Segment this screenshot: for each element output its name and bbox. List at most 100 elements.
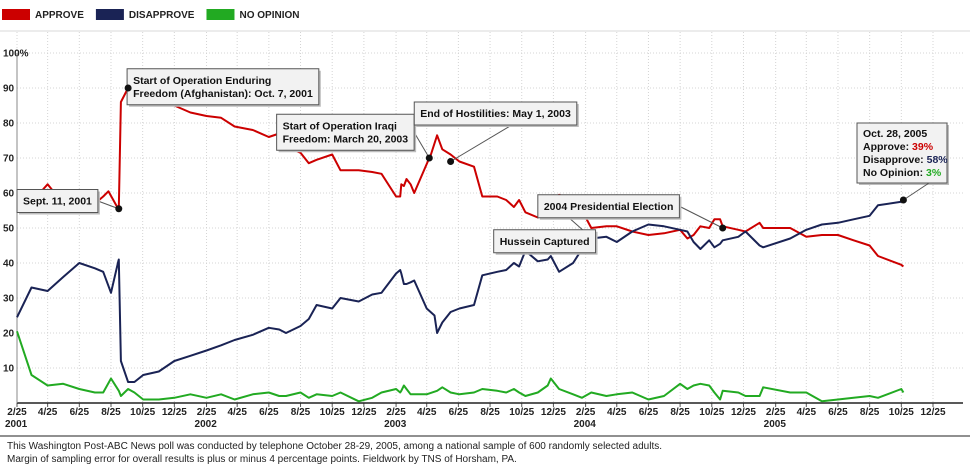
final-callout-label: No Opinion: [863,167,926,179]
annotation: 2004 Presidential Election [537,194,682,220]
final-callout-box [856,122,948,184]
annotation-box [537,194,680,219]
legend-swatch [206,9,235,20]
annotation-text: Freedom (Afghanistan): Oct. 7, 2001 [133,88,313,100]
y-tick-label: 30 [3,294,15,305]
legend-label: NO OPINION [239,10,299,21]
year-label: 2003 [384,419,407,430]
year-label: 2001 [5,419,28,430]
year-label: 2004 [574,419,597,430]
annotation-leader [450,124,513,162]
x-tick-label: 2/25 [386,407,406,418]
y-tick-label: 100% [3,49,29,60]
annotation-text: Freedom: March 20, 2003 [283,133,409,145]
footnote: This Washington Post-ABC News poll was c… [7,440,662,466]
annotation-leader [97,200,119,210]
final-callout-label: Disapprove: [863,154,927,166]
x-tick-label: 6/25 [828,407,848,418]
x-tick-label: 2/25 [197,407,217,418]
axes: 10 20 30 40 50 60 70 80 90 100% 2/25 4/25 6/25 8/25 10… [0,49,970,437]
annotation-box [276,113,415,151]
annotation-point [425,154,433,162]
annotation-text: Start of Operation Iraqi [283,120,397,132]
annotation-point [447,158,455,165]
x-tick-label: 6/25 [70,407,90,418]
x-tick-label: 4/25 [38,407,58,418]
annotation-box [413,101,578,126]
x-tick-label: 12/25 [351,407,376,418]
final-callout-row: Approve: 39% [863,141,934,153]
series-lines [16,80,905,403]
x-tick-label: 6/25 [449,407,469,418]
final-callout-row: Disapprove: 58% [863,154,948,166]
footnote-line-1: This Washington Post-ABC News poll was c… [7,441,663,452]
x-tick-label: 10/25 [320,407,345,418]
x-tick-label: 4/25 [417,407,437,418]
final-callout-label: Approve: [863,141,912,153]
x-tick-label: 10/25 [889,407,914,418]
x-tick-label: 8/25 [860,407,880,418]
x-tick-label: 4/25 [227,407,247,418]
x-tick-label: 8/25 [670,407,690,418]
x-tick-label: 12/25 [541,407,566,418]
legend-swatch [2,9,30,20]
annotation-text: 2004 Presidential Election [544,201,674,213]
final-callout-leader [903,182,930,201]
x-tick-label: 12/25 [920,407,945,418]
x-tick-label: 12/25 [731,407,756,418]
y-tick-label: 90 [3,84,15,95]
year-label: 2005 [764,419,787,430]
y-tick-label: 60 [3,189,15,200]
annotation-text: Sept. 11, 2001 [23,196,92,208]
legend-label: DISAPPROVE [129,10,195,21]
final-callout-value: 3% [926,167,942,179]
annotation-box [126,68,320,106]
annotation-point [719,224,727,232]
annotation-text: End of Hostilities: May 1, 2003 [420,108,571,120]
annotation-box [16,189,99,213]
y-tick-label: 20 [3,329,15,340]
final-callout-value: 58% [927,154,949,166]
x-tick-label: 8/25 [101,407,121,418]
footnote-line-2: Margin of sampling error for overall res… [7,454,517,465]
annotation: Hussein Captured [493,229,598,255]
legend: APPROVE DISAPPROVE NO OPINION [2,9,300,21]
final-callout-title: Oct. 28, 2005 [863,128,927,140]
series-line-no-opinion [16,330,905,403]
series-line-disapprove [16,199,905,383]
legend-swatch [95,9,124,20]
y-tick-label: 10 [3,364,15,375]
annotation-text: Hussein Captured [500,236,590,248]
year-label: 2002 [195,419,218,430]
annotation-point [115,205,123,213]
y-tick-label: 80 [3,119,15,130]
annotation: End of Hostilities: May 1, 2003 [413,101,579,127]
x-tick-label: 10/25 [699,407,724,418]
x-tick-label: 10/25 [130,407,155,418]
x-tick-label: 2/25 [576,407,596,418]
x-tick-label: 8/25 [291,407,311,418]
y-tick-label: 70 [3,154,15,165]
x-tick-label: 10/25 [509,407,534,418]
legend-label: APPROVE [35,10,84,21]
annotation-text: Start of Operation Enduring [133,75,271,87]
x-tick-label: 6/25 [259,407,279,418]
annotation-leader [679,205,723,229]
annotation-point [124,84,132,92]
x-tick-label: 4/25 [797,407,817,418]
x-tick-label: 4/25 [607,407,627,418]
final-callout-value: 39% [912,141,934,153]
annotation-leader [413,131,430,159]
x-tick-label: 6/25 [639,407,659,418]
x-tick-label: 12/25 [162,407,187,418]
annotation-box [493,229,597,254]
final-callout-row: No Opinion: 3% [863,167,942,179]
annotations: Sept. 11, 2001 Start of Operation Endurin… [16,68,949,255]
x-tick-label: 8/25 [480,407,500,418]
poll-chart: 10 20 30 40 50 60 70 80 90 100% 2/25 4/25 6/25 8/25 10… [0,9,970,437]
y-tick-label: 50 [3,224,15,235]
x-tick-label: 2/25 [7,407,27,418]
